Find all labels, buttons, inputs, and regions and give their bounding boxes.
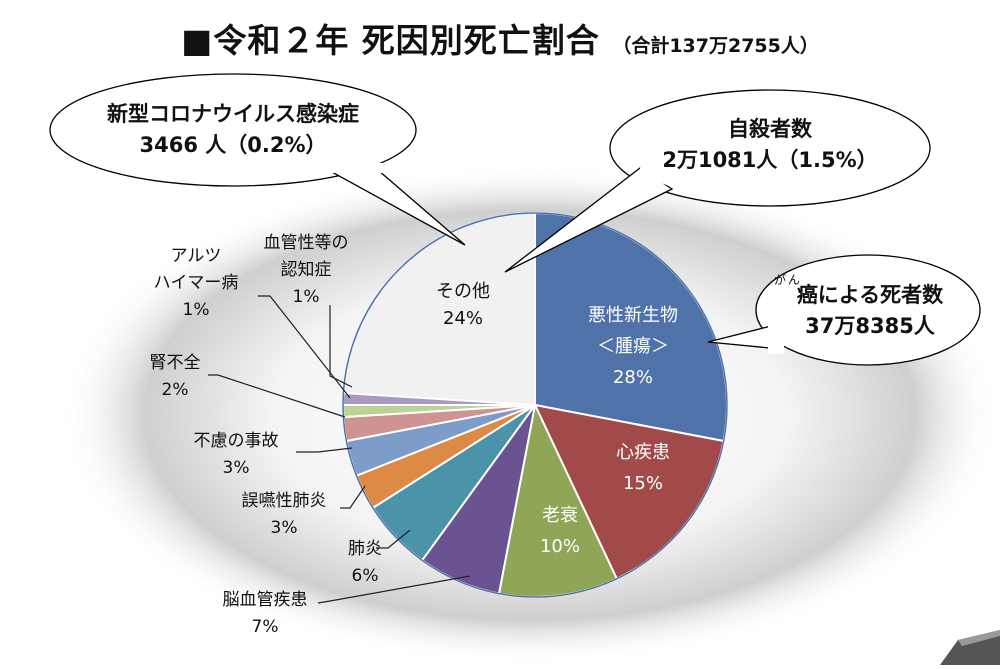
slice-label-alzheimer-line2: ハイマー病 (153, 273, 239, 293)
slice-label-accident-percent: 3% (222, 458, 250, 478)
slice-label-cerebrovascular-percent: 7% (251, 617, 279, 637)
leader-line-pneumonia (376, 529, 411, 549)
slice-label-cancer-percent: 28% (612, 367, 653, 388)
slice-label-pneumonia: 肺炎 6% (330, 536, 400, 590)
slice-label-cerebrovascular-name: 脳血管疾患 (222, 590, 308, 610)
slice-label-cancer: 悪性新生物 ＜腫瘍＞ 28% (558, 300, 708, 393)
slice-label-aspiration-name: 誤嚥性肺炎 (241, 491, 327, 511)
covid-callout-text: 新型コロナウイルス感染症 3466 人（0.2%） (60, 99, 406, 161)
cancer-callout-text: がん 癌による死者数 37万8385人 (770, 273, 970, 342)
slice-label-aspiration: 誤嚥性肺炎 3% (224, 488, 344, 542)
chart-title: ■令和２年 死因別死亡割合 （合計137万2755人） (0, 14, 1000, 62)
leader-line-accident (296, 447, 353, 453)
leader-line-kidney (208, 374, 346, 418)
covid-callout-line2: 3466 人（0.2%） (139, 133, 327, 157)
cancer-callout-ruby: がん (774, 273, 803, 287)
suicide-callout-bubble (609, 89, 931, 207)
slice-label-heart-name: 心疾患 (616, 442, 670, 463)
pie-outline (342, 212, 728, 598)
slice-label-cancer-name: 悪性新生物 (588, 305, 678, 326)
leader-lines (208, 295, 471, 604)
leader-line-dementia (329, 305, 353, 388)
slice-label-alzheimer: アルツ ハイマー病 1% (126, 243, 266, 324)
leader-line-aspiration (340, 485, 366, 509)
pie-slices (341, 211, 728, 598)
slice-label-cancer-name2: ＜腫瘍＞ (597, 336, 669, 357)
slice-label-kidney-name: 腎不全 (149, 353, 201, 373)
slice-label-heart: 心疾患 15% (588, 437, 698, 499)
slice-label-accident-name: 不慮の事故 (193, 431, 279, 451)
cancer-callout-line1: 癌による死者数 (796, 283, 944, 307)
slice-label-dementia-percent: 1% (292, 287, 320, 307)
slice-label-pneumonia-percent: 6% (351, 566, 379, 586)
slice-label-senility-percent: 10% (539, 536, 580, 557)
slice-label-senility-name: 老衰 (542, 505, 578, 526)
slice-label-other: その他 24% (408, 278, 518, 332)
chart-subtitle: （合計137万2755人） (612, 35, 819, 57)
slice-label-kidney: 腎不全 2% (130, 350, 220, 404)
slice-label-aspiration-percent: 3% (270, 518, 298, 538)
slice-label-senility: 老衰 10% (515, 500, 605, 562)
slice-label-other-name: その他 (436, 281, 490, 302)
covid-callout-line1: 新型コロナウイルス感染症 (107, 102, 359, 126)
slice-label-dementia: 血管性等の 認知症 1% (236, 230, 376, 311)
slice-label-alzheimer-line1: アルツ (170, 246, 222, 266)
corner-decoration-highlight (958, 630, 1000, 646)
cancer-callout-line1-wrap: がん 癌による死者数 (770, 273, 970, 311)
slice-label-accident: 不慮の事故 3% (176, 428, 296, 482)
leader-line-alzheimer (258, 295, 351, 399)
slice-label-dementia-line1: 血管性等の (263, 233, 349, 253)
slice-label-pneumonia-name: 肺炎 (348, 539, 382, 559)
slice-label-alzheimer-percent: 1% (182, 300, 210, 320)
chart-title-main: ■令和２年 死因別死亡割合 (181, 21, 600, 60)
slice-label-cerebrovascular: 脳血管疾患 7% (200, 587, 330, 641)
suicide-callout-line2: 2万1081人（1.5%） (662, 148, 878, 172)
slice-label-kidney-percent: 2% (161, 380, 189, 400)
slice-label-dementia-line2: 認知症 (280, 260, 332, 280)
slice-label-other-percent: 24% (442, 308, 483, 329)
leader-line-cerebrovascular (317, 575, 471, 604)
suicide-callout-line1: 自殺者数 (728, 117, 812, 141)
covid-callout-bubble (49, 73, 417, 187)
slice-label-heart-percent: 15% (622, 473, 663, 494)
cancer-callout-line2: 37万8385人 (805, 314, 935, 338)
cancer-callout-bubble (755, 254, 981, 366)
suicide-callout-text: 自殺者数 2万1081人（1.5%） (620, 114, 920, 176)
